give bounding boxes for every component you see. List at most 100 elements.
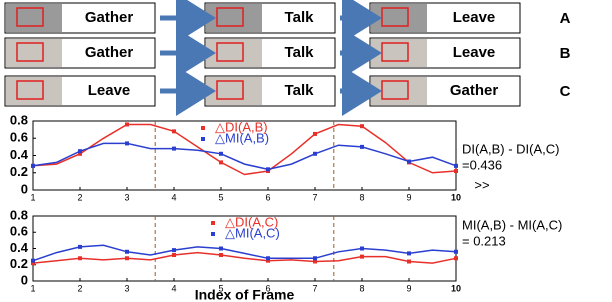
- point-marker: [219, 246, 223, 251]
- series-line: [32, 244, 457, 262]
- point-marker: [219, 160, 223, 165]
- x-tick-label: 5: [218, 192, 223, 202]
- step-label: Leave: [88, 82, 131, 99]
- detection-box: [381, 7, 409, 27]
- step-label: Gather: [85, 44, 134, 61]
- y-tick-label: 0.4: [10, 240, 29, 255]
- point-marker: [125, 249, 129, 254]
- legend-swatch: [201, 126, 205, 130]
- point-marker: [31, 261, 35, 266]
- x-tick-label: 10: [451, 192, 461, 202]
- x-tick-label: 6: [265, 192, 270, 202]
- x-tick-label: 8: [359, 283, 364, 293]
- y-tick-label: 0.4: [10, 147, 29, 162]
- row-label: A: [560, 10, 571, 27]
- step-label: Talk: [285, 82, 315, 99]
- point-marker: [454, 169, 458, 174]
- y-tick-label: 0: [21, 272, 28, 287]
- x-tick-label: 1: [30, 192, 35, 202]
- legend-label: △MI(A,B): [215, 130, 269, 145]
- x-tick-label: 3: [124, 283, 129, 293]
- y-tick-label: 0: [21, 181, 28, 196]
- point-marker: [266, 258, 270, 263]
- point-marker: [454, 163, 458, 168]
- x-tick-label: 7: [312, 192, 317, 202]
- point-marker: [172, 248, 176, 253]
- step-label: Leave: [453, 44, 496, 61]
- point-marker: [454, 249, 458, 254]
- x-tick-label: 2: [77, 283, 82, 293]
- point-marker: [78, 256, 82, 261]
- step-label: Leave: [453, 9, 496, 26]
- point-marker: [407, 159, 411, 164]
- y-tick-label: 0.2: [10, 256, 28, 271]
- y-tick-label: 0.8: [10, 112, 28, 127]
- x-tick-label: 3: [124, 192, 129, 202]
- detection-box: [16, 80, 44, 100]
- detection-box: [381, 80, 409, 100]
- point-marker: [360, 124, 364, 129]
- y-tick-label: 0.6: [10, 224, 28, 239]
- detection-box: [216, 7, 244, 27]
- x-tick-label: 4: [171, 192, 176, 202]
- annotation: >>: [474, 177, 489, 192]
- point-marker: [266, 256, 270, 261]
- annotation: MI(A,B) - MI(A,C): [462, 217, 562, 232]
- point-marker: [172, 129, 176, 134]
- x-axis-label: Index of Frame: [195, 287, 295, 302]
- y-tick-label: 0.6: [10, 130, 28, 145]
- point-marker: [407, 259, 411, 264]
- point-marker: [219, 151, 223, 156]
- y-tick-label: 0.8: [10, 207, 28, 222]
- x-tick-label: 8: [359, 192, 364, 202]
- detection-box: [16, 42, 44, 62]
- step-label: Talk: [285, 9, 315, 26]
- point-marker: [78, 151, 82, 156]
- point-marker: [172, 253, 176, 257]
- annotation: =0.436: [462, 157, 502, 172]
- legend-swatch: [201, 137, 205, 141]
- point-marker: [266, 167, 270, 172]
- x-tick-label: 1: [30, 283, 35, 293]
- point-marker: [125, 256, 129, 261]
- point-marker: [313, 256, 317, 261]
- step-label: Gather: [85, 9, 134, 26]
- series-line: [32, 123, 457, 176]
- point-marker: [313, 131, 317, 136]
- point-marker: [172, 146, 176, 151]
- row-label: B: [560, 45, 571, 62]
- x-tick-label: 5: [218, 283, 223, 293]
- point-marker: [125, 122, 129, 127]
- point-marker: [454, 256, 458, 261]
- detection-box: [216, 42, 244, 62]
- point-marker: [125, 141, 129, 146]
- legend-swatch: [211, 232, 215, 236]
- point-marker: [407, 251, 411, 256]
- series-line: [32, 142, 457, 171]
- annotation: DI(A,B) - DI(A,C): [462, 141, 560, 156]
- detection-box: [216, 80, 244, 100]
- y-tick-label: 0.2: [10, 164, 28, 179]
- point-marker: [31, 163, 35, 168]
- point-marker: [360, 144, 364, 149]
- legend-swatch: [211, 221, 215, 225]
- step-label: Talk: [285, 44, 315, 61]
- x-tick-label: 4: [171, 283, 176, 293]
- point-marker: [360, 246, 364, 251]
- x-tick-label: 9: [406, 283, 411, 293]
- point-marker: [31, 258, 35, 263]
- x-tick-label: 7: [312, 283, 317, 293]
- point-marker: [360, 254, 364, 259]
- point-marker: [313, 259, 317, 264]
- point-marker: [219, 253, 223, 257]
- x-tick-label: 6: [265, 283, 270, 293]
- point-marker: [78, 149, 82, 154]
- point-marker: [78, 244, 82, 249]
- x-tick-label: 2: [77, 192, 82, 202]
- step-label: Gather: [450, 82, 499, 99]
- legend-label: △MI(A,C): [225, 225, 280, 240]
- detection-box: [381, 42, 409, 62]
- x-tick-label: 10: [451, 283, 461, 293]
- x-tick-label: 9: [406, 192, 411, 202]
